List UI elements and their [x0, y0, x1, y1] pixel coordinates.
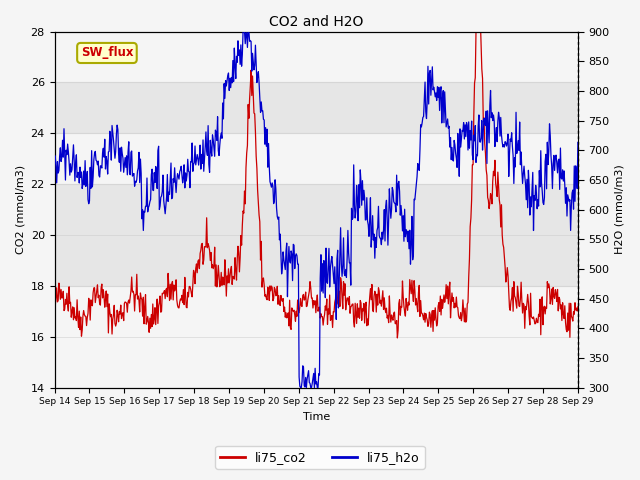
Bar	[54, 184, 578, 286]
Text: SW_flux: SW_flux	[81, 47, 133, 60]
Y-axis label: CO2 (mmol/m3): CO2 (mmol/m3)	[15, 165, 25, 254]
Legend: li75_co2, li75_h2o: li75_co2, li75_h2o	[215, 446, 425, 469]
Bar	[54, 83, 578, 133]
X-axis label: Time: Time	[303, 412, 330, 422]
Title: CO2 and H2O: CO2 and H2O	[269, 15, 364, 29]
Y-axis label: H2O (mmol/m3): H2O (mmol/m3)	[615, 165, 625, 254]
